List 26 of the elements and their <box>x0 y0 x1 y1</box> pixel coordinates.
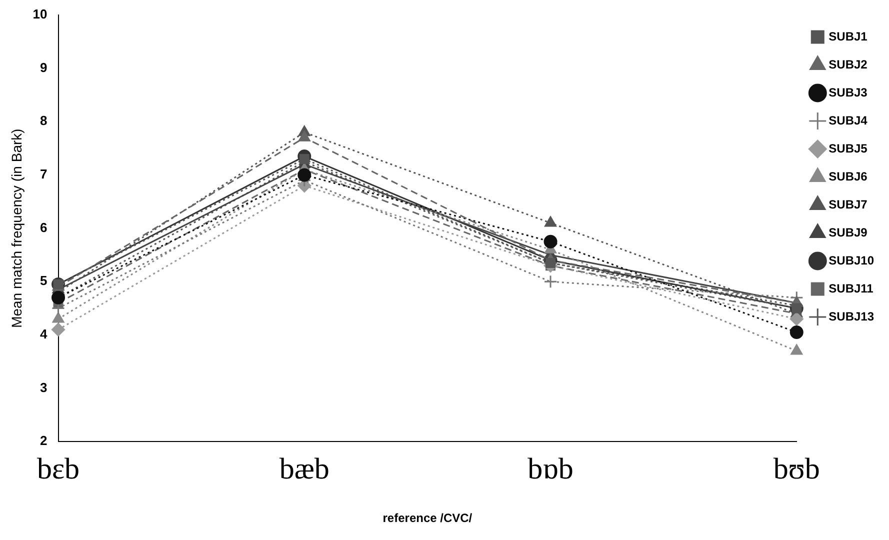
legend-label: SUBJ11 <box>828 281 874 296</box>
legend-label: SUBJ3 <box>828 85 868 100</box>
legend-label: SUBJ4 <box>828 113 868 128</box>
legend-label: SUBJ10 <box>828 253 874 268</box>
legend-label: SUBJ2 <box>828 57 868 72</box>
y-tick-label: 6 <box>40 220 48 235</box>
x-axis-title: reference /CVC/ <box>382 511 473 526</box>
y-tick-label: 4 <box>40 326 48 342</box>
legend-label: SUBJ13 <box>828 309 874 324</box>
y-tick-label: 5 <box>40 273 48 288</box>
legend-label: SUBJ1 <box>828 29 868 44</box>
x-tick-label: bæb <box>279 452 330 486</box>
y-tick-label: 7 <box>40 166 48 182</box>
legend-label: SUBJ6 <box>828 169 868 184</box>
y-tick-label: 2 <box>40 433 48 448</box>
y-tick-label: 10 <box>32 6 48 22</box>
legend-label: SUBJ7 <box>828 197 868 212</box>
y-tick-label: 3 <box>40 380 48 395</box>
legend-label: SUBJ5 <box>828 141 868 156</box>
x-tick-label: bεb <box>36 452 80 486</box>
legend-label: SUBJ9 <box>828 225 868 240</box>
x-tick-label: bʊb <box>773 452 820 486</box>
x-tick-label: bɒb <box>528 452 574 486</box>
y-axis-title: Mean match frequency (in Bark) <box>8 128 24 328</box>
y-tick-label: 9 <box>40 60 48 75</box>
y-tick-label: 8 <box>40 113 48 128</box>
